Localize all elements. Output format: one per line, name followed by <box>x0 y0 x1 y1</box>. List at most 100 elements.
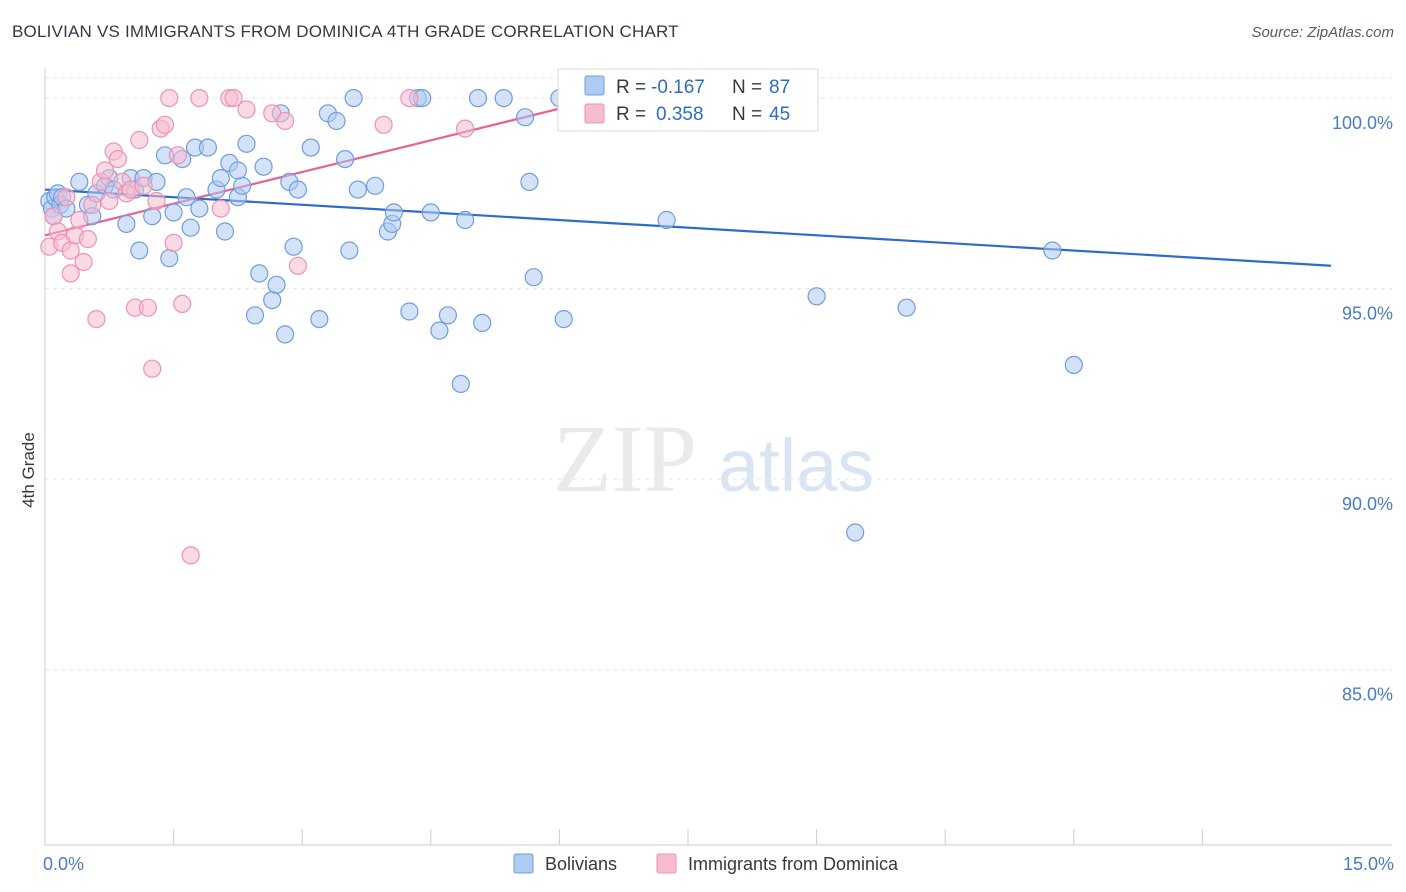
point-bolivians-85 <box>897 298 916 317</box>
point-bolivians-86 <box>1043 241 1062 260</box>
stats-r-label-2: R = <box>616 104 646 125</box>
point-bolivians-72 <box>515 108 535 127</box>
point-dominica-14 <box>95 161 115 180</box>
chart-title: BOLIVIAN VS IMMIGRANTS FROM DOMINICA 4TH… <box>12 22 679 41</box>
point-dominica-44 <box>456 119 475 138</box>
point-dominica-42 <box>374 115 393 134</box>
stats-r-value-2: 0.358 <box>656 104 704 125</box>
point-bolivians-84 <box>846 523 865 542</box>
axes: 100.0% 95.0% 90.0% 85.0% 0.0% 15.0% <box>43 68 1394 874</box>
point-bolivians-50 <box>310 310 329 329</box>
stats-n-label-1: N = <box>732 77 762 98</box>
point-bolivians-45 <box>276 325 295 344</box>
point-dominica-12 <box>87 310 106 329</box>
point-bolivians-78 <box>657 210 676 230</box>
point-bolivians-27 <box>181 218 200 237</box>
point-bolivians-60 <box>384 203 403 222</box>
point-dominica-38 <box>237 100 256 119</box>
point-bolivians-61 <box>400 302 419 321</box>
point-dominica-8 <box>70 210 89 230</box>
point-bolivians-43 <box>267 275 286 294</box>
point-bolivians-40 <box>250 264 269 283</box>
point-dominica-30 <box>164 233 183 252</box>
point-bolivians-87 <box>1064 355 1083 374</box>
point-dominica-4 <box>57 188 76 207</box>
point-dominica-41 <box>288 256 307 275</box>
point-bolivians-55 <box>344 88 363 108</box>
point-dominica-43 <box>400 88 419 108</box>
point-bolivians-24 <box>164 203 183 222</box>
point-bolivians-23 <box>160 249 179 268</box>
legend: Bolivians Immigrants from Dominica <box>513 853 899 874</box>
point-dominica-11 <box>83 195 102 214</box>
point-bolivians-74 <box>524 268 543 287</box>
point-dominica-10 <box>78 230 98 249</box>
gridlines <box>45 77 1392 671</box>
point-dominica-25 <box>143 359 162 378</box>
y-axis-label: 4th Grade <box>19 432 38 508</box>
trendline-bolivians <box>44 188 1332 267</box>
point-dominica-28 <box>155 115 175 134</box>
x-tick-label-0: 0.0% <box>43 854 84 874</box>
point-bolivians-38 <box>228 161 247 180</box>
point-bolivians-53 <box>336 150 355 169</box>
point-bolivians-73 <box>520 172 539 191</box>
stats-swatch-bolivians <box>584 75 605 96</box>
legend-label-dominica: Immigrants from Dominica <box>688 854 899 874</box>
point-dominica-31 <box>168 146 187 165</box>
point-bolivians-76 <box>554 310 573 329</box>
point-dominica-9 <box>74 252 93 272</box>
point-bolivians-37 <box>237 134 256 153</box>
point-bolivians-65 <box>430 321 449 340</box>
point-bolivians-71 <box>494 88 513 108</box>
legend-swatch-dominica <box>656 853 677 874</box>
point-dominica-22 <box>130 130 149 150</box>
y-tick-label-1: 95.0% <box>1342 304 1393 324</box>
point-bolivians-64 <box>421 203 440 222</box>
point-bolivians-30 <box>198 138 217 157</box>
point-bolivians-47 <box>284 237 303 256</box>
stats-n-value-1: 87 <box>769 77 790 98</box>
trendline-dominica <box>44 97 603 237</box>
x-tick-label-1: 15.0% <box>1343 854 1394 874</box>
point-dominica-26 <box>147 191 166 211</box>
point-dominica-15 <box>100 191 119 211</box>
point-bolivians-52 <box>327 111 346 131</box>
y-tick-label-0: 100.0% <box>1332 113 1393 133</box>
point-bolivians-48 <box>288 180 307 199</box>
point-bolivians-70 <box>473 313 492 332</box>
point-bolivians-39 <box>245 306 265 325</box>
point-dominica-17 <box>108 150 128 169</box>
point-bolivians-69 <box>468 88 488 108</box>
legend-label-bolivians: Bolivians <box>545 854 617 874</box>
point-bolivians-49 <box>301 138 320 157</box>
point-bolivians-66 <box>438 306 457 325</box>
stats-box: R = -0.167 N = 87 R = 0.358 N = 45 <box>557 68 819 132</box>
point-bolivians-15 <box>117 214 136 233</box>
y-tick-label-2: 90.0% <box>1342 494 1393 514</box>
trendlines <box>44 97 1332 267</box>
point-bolivians-8 <box>70 172 89 191</box>
watermark-zip: ZIP <box>553 405 697 512</box>
point-bolivians-36 <box>233 176 252 195</box>
point-dominica-34 <box>190 88 209 108</box>
point-dominica-24 <box>138 298 157 317</box>
legend-swatch-bolivians <box>513 853 534 874</box>
point-dominica-6 <box>61 264 80 283</box>
point-bolivians-29 <box>190 199 209 218</box>
point-dominica-40 <box>276 111 295 131</box>
point-bolivians-18 <box>130 241 149 260</box>
stats-n-label-2: N = <box>732 104 762 125</box>
point-bolivians-68 <box>456 210 475 230</box>
point-dominica-35 <box>211 199 230 218</box>
point-bolivians-32 <box>211 169 230 188</box>
watermark: ZIP atlas <box>553 405 874 512</box>
y-tick-label-3: 85.0% <box>1342 685 1393 705</box>
point-dominica-37 <box>224 88 243 108</box>
point-bolivians-67 <box>451 374 470 393</box>
point-bolivians-20 <box>143 207 162 226</box>
point-dominica-32 <box>173 294 192 313</box>
watermark-atlas: atlas <box>718 424 874 507</box>
point-bolivians-57 <box>366 176 385 195</box>
